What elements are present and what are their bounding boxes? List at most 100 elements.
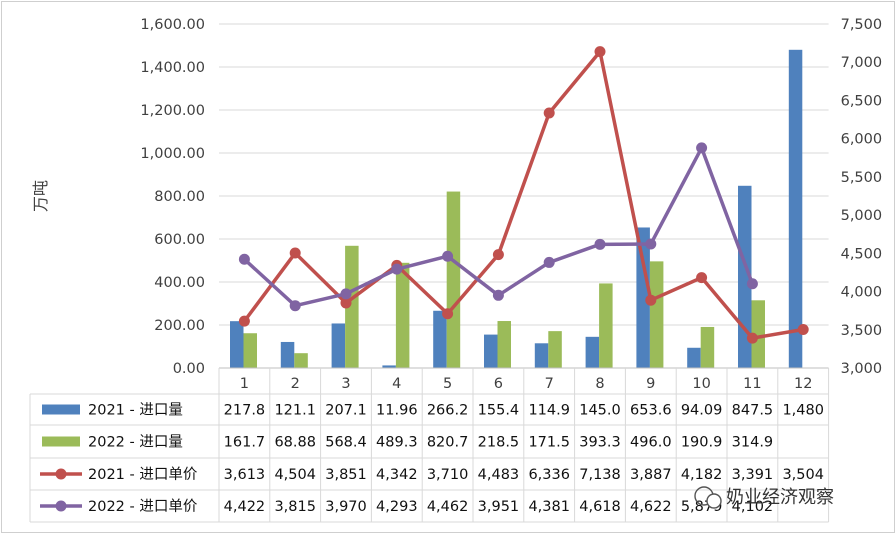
line-marker [289, 300, 301, 312]
data-label: 3,887 [630, 467, 672, 483]
data-label: 496.0 [630, 435, 672, 451]
line-marker [543, 107, 555, 119]
data-label: 314.9 [732, 435, 774, 451]
legend-label: 2022 - 进口量 [88, 434, 183, 451]
data-label: 217.8 [224, 403, 266, 419]
line-marker [238, 253, 250, 265]
line-marker [797, 323, 809, 335]
data-label: 161.7 [224, 435, 266, 451]
data-label: 393.3 [579, 435, 621, 451]
line-marker [442, 308, 454, 320]
bar [395, 262, 410, 368]
line-marker [746, 278, 758, 290]
x-tick-label: 3 [341, 376, 350, 392]
data-label: 653.6 [630, 403, 672, 419]
data-label: 171.5 [528, 435, 570, 451]
x-tick-label: 1 [240, 376, 249, 392]
data-label: 847.5 [732, 403, 774, 419]
legend-marker [55, 500, 67, 512]
data-label: 3,710 [427, 467, 469, 483]
x-tick-label: 8 [595, 376, 604, 392]
bar [331, 323, 346, 368]
bar [585, 336, 600, 368]
line-marker [492, 249, 504, 261]
data-label: 4,462 [427, 499, 469, 515]
x-tick-label: 2 [291, 376, 300, 392]
line-marker [442, 250, 454, 262]
y2-tick-label: 3,000 [841, 361, 883, 377]
x-tick-label: 4 [392, 376, 401, 392]
legend-label: 2021 - 进口单价 [88, 466, 198, 483]
line-marker [289, 247, 301, 259]
line-marker [340, 288, 352, 300]
y-tick-label: 1,200.00 [140, 103, 205, 119]
bar [446, 191, 461, 368]
data-label: 218.5 [478, 435, 520, 451]
y-tick-label: 1,600.00 [140, 17, 205, 33]
data-label: 4,182 [681, 467, 723, 483]
wechat-icon [706, 493, 722, 509]
y2-tick-label: 4,500 [841, 246, 883, 262]
data-label: 4,342 [376, 467, 418, 483]
data-label: 4,622 [630, 499, 672, 515]
y2-tick-label: 6,000 [841, 132, 883, 148]
bar [700, 326, 715, 368]
data-label: 114.9 [528, 403, 570, 419]
data-label: 6,336 [528, 467, 570, 483]
data-label: 190.9 [681, 435, 723, 451]
y2-tick-label: 5,000 [841, 208, 883, 224]
x-tick-label: 9 [646, 376, 655, 392]
data-label: 11.96 [376, 403, 418, 419]
data-label: 3,970 [325, 499, 367, 515]
data-label: 3,613 [224, 467, 266, 483]
bar [687, 347, 701, 368]
bar [497, 321, 511, 368]
legend-label: 2021 - 进口量 [88, 402, 183, 419]
data-label: 489.3 [376, 435, 418, 451]
x-tick-label: 7 [545, 376, 554, 392]
data-label: 3,851 [325, 467, 367, 483]
data-label: 155.4 [478, 403, 520, 419]
bar [345, 245, 359, 368]
data-label: 4,422 [224, 499, 266, 515]
bar [230, 321, 244, 368]
data-label: 145.0 [579, 403, 621, 419]
bar [788, 49, 803, 369]
y2-tick-label: 5,500 [841, 170, 883, 186]
line-marker [492, 289, 504, 301]
bar [243, 333, 257, 368]
line-marker [696, 142, 708, 154]
data-label: 207.1 [325, 403, 367, 419]
y-tick-label: 800.00 [154, 189, 205, 205]
line-marker [238, 315, 250, 327]
bar [649, 261, 664, 368]
line-marker [594, 46, 606, 58]
data-label: 7,138 [579, 467, 621, 483]
x-tick-label: 10 [692, 376, 710, 392]
x-tick-label: 5 [443, 376, 452, 392]
data-label: 4,483 [478, 467, 520, 483]
legend-swatch [42, 404, 80, 415]
x-tick-label: 11 [743, 376, 761, 392]
x-tick-label: 6 [494, 376, 503, 392]
data-label: 4,293 [376, 499, 418, 515]
y-tick-label: 200.00 [154, 318, 205, 334]
y-tick-label: 0.00 [173, 361, 205, 377]
data-label: 3,391 [732, 467, 774, 483]
bar [534, 343, 549, 368]
y2-tick-label: 7,500 [841, 17, 883, 33]
legend-label: 2022 - 进口单价 [88, 498, 198, 515]
y2-tick-label: 7,000 [841, 55, 883, 71]
line-marker [340, 297, 352, 309]
y2-tick-label: 6,500 [841, 93, 883, 109]
bar [599, 283, 613, 368]
y2-tick-label: 3,500 [841, 323, 883, 339]
y2-tick-label: 4,000 [841, 285, 883, 301]
legend-marker [55, 468, 67, 480]
bar [294, 353, 308, 368]
data-label: 4,504 [274, 467, 316, 483]
bar [636, 227, 650, 368]
line-marker [645, 238, 657, 250]
x-tick-label: 12 [794, 376, 812, 392]
